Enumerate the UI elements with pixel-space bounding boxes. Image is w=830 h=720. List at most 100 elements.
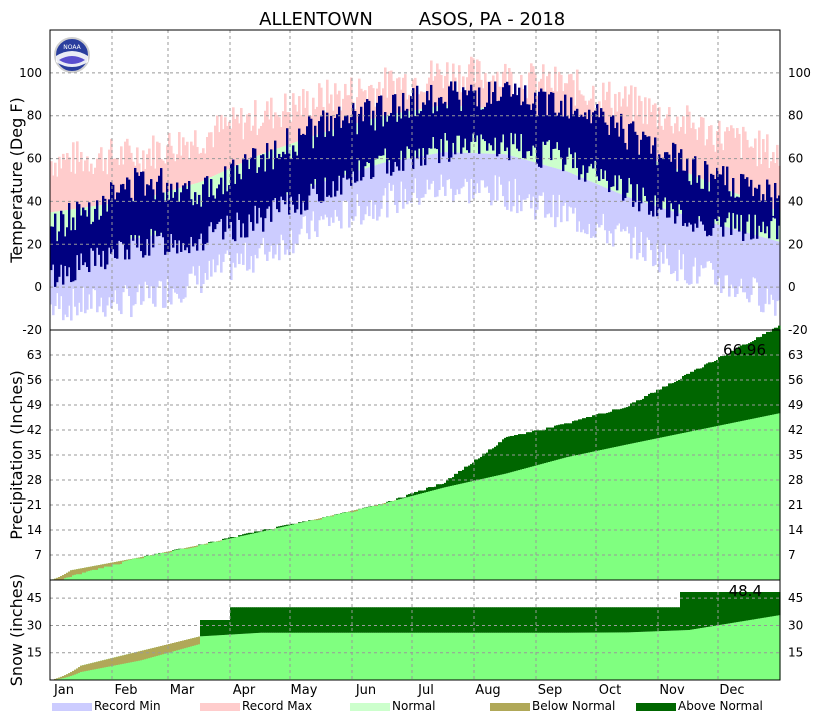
record-min-bar — [610, 189, 613, 234]
record-min-bar — [108, 240, 111, 298]
observed-temp-bar — [126, 177, 129, 250]
record-max-bar — [52, 175, 55, 213]
record-min-bar — [380, 163, 383, 209]
record-min-bar — [352, 172, 355, 221]
above-normal-precip-bar — [288, 524, 291, 526]
above-normal-snow-bar — [552, 607, 555, 633]
record-max-bar — [268, 119, 271, 152]
normal-precip-bar — [522, 468, 525, 580]
record-max-bar — [162, 160, 165, 193]
normal-precip-bar — [172, 550, 175, 580]
record-max-bar — [650, 112, 653, 159]
normal-snow-bar — [200, 636, 203, 680]
above-normal-precip-bar — [632, 402, 635, 444]
above-normal-snow-bar — [242, 607, 245, 634]
record-min-bar — [416, 156, 419, 199]
above-normal-precip-bar — [558, 424, 561, 460]
record-min-bar — [722, 225, 725, 289]
observed-temp-bar — [626, 149, 629, 193]
normal-snow-bar — [634, 632, 637, 680]
observed-temp-bar — [676, 171, 679, 217]
above-normal-snow-bar — [772, 592, 775, 617]
below-normal-snow-bar — [80, 665, 83, 673]
observed-temp-bar — [638, 154, 641, 212]
observed-temp-bar — [564, 94, 567, 165]
normal-snow-bar — [676, 630, 679, 680]
record-min-bar — [606, 188, 609, 244]
above-normal-precip-bar — [592, 415, 595, 452]
normal-snow-bar — [626, 632, 629, 680]
normal-snow-bar — [182, 640, 185, 680]
record-min-bar — [174, 230, 177, 293]
normal-snow-bar — [244, 633, 247, 680]
record-min-bar — [528, 160, 531, 195]
normal-precip-bar — [752, 418, 755, 580]
observed-temp-bar — [524, 85, 527, 159]
record-min-bar — [768, 238, 771, 305]
observed-temp-bar — [276, 158, 279, 210]
normal-snow-bar — [76, 668, 79, 680]
normal-snow-bar — [752, 619, 755, 680]
temp-ytick-right: -20 — [788, 323, 808, 337]
above-normal-snow-bar — [732, 592, 735, 623]
normal-snow-bar — [466, 632, 469, 680]
observed-temp-bar — [128, 179, 131, 260]
observed-temp-bar — [224, 166, 227, 232]
record-min-bar — [492, 153, 495, 201]
normal-snow-bar — [236, 634, 239, 680]
observed-temp-bar — [408, 117, 411, 149]
record-max-bar — [66, 153, 69, 211]
temp-ytick-left: 0 — [34, 280, 42, 294]
record-min-bar — [468, 153, 471, 204]
normal-precip-bar — [116, 561, 119, 580]
above-normal-snow-bar — [216, 620, 219, 636]
normal-snow-bar — [508, 632, 511, 680]
normal-precip-bar — [240, 536, 243, 580]
snow-frame — [49, 579, 781, 681]
observed-temp-bar — [578, 117, 581, 180]
normal-precip-bar — [124, 560, 127, 580]
normal-snow-bar — [736, 622, 739, 680]
below-normal-precip-bar — [100, 564, 103, 569]
below-normal-precip-bar — [108, 563, 111, 567]
observed-temp-bar — [758, 184, 761, 226]
observed-temp-bar — [346, 115, 349, 180]
below-normal-snow-bar — [188, 639, 191, 648]
above-normal-snow-bar — [332, 607, 335, 633]
observed-temp-bar — [552, 92, 555, 150]
above-normal-precip-bar — [732, 350, 735, 423]
normal-snow-bar — [428, 632, 431, 680]
record-min-bar — [266, 201, 269, 261]
normal-snow-bar — [488, 632, 491, 680]
observed-temp-bar — [480, 109, 483, 135]
above-normal-precip-bar — [446, 479, 449, 487]
record-max-bar — [580, 94, 583, 131]
above-normal-snow-bar — [656, 607, 659, 632]
normal-precip-bar — [214, 541, 217, 580]
above-normal-precip-bar — [416, 491, 419, 495]
below-normal-precip-bar — [320, 518, 323, 520]
record-min-bar — [756, 235, 759, 283]
normal-snow-bar — [132, 652, 135, 680]
below-normal-precip-bar — [204, 543, 207, 545]
record-max-bar — [762, 139, 765, 205]
record-min-bar — [294, 191, 297, 244]
normal-band-bar — [214, 175, 217, 220]
observed-temp-bar — [576, 108, 579, 168]
normal-precip-bar — [616, 446, 619, 580]
above-normal-snow-bar — [384, 607, 387, 633]
observed-temp-bar — [116, 192, 119, 259]
normal-precip-bar — [230, 538, 233, 580]
normal-precip-bar — [614, 447, 617, 580]
observed-temp-bar — [604, 122, 607, 171]
normal-snow-bar — [258, 632, 261, 680]
record-min-bar — [120, 239, 123, 315]
record-min-bar — [540, 164, 543, 196]
above-normal-snow-bar — [320, 607, 323, 633]
normal-band-bar — [556, 121, 559, 169]
normal-precip-bar — [316, 518, 319, 580]
above-normal-precip-bar — [682, 376, 685, 434]
normal-snow-bar — [294, 632, 297, 680]
normal-snow-bar — [218, 635, 221, 680]
record-max-bar — [422, 92, 425, 109]
